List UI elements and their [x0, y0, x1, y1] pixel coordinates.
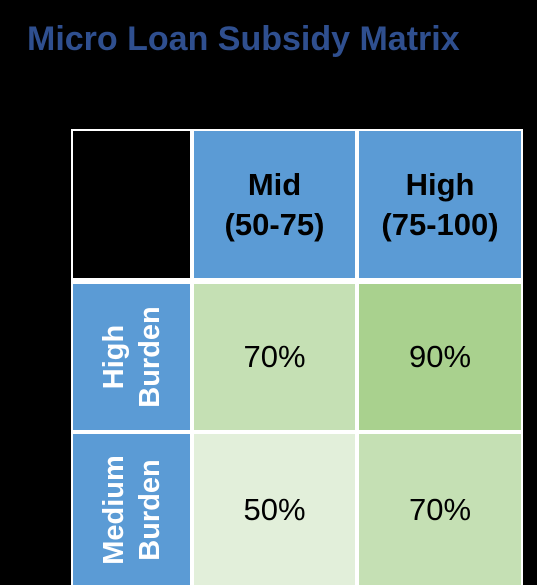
column-header-mid-range: (50-75): [224, 206, 325, 242]
column-header-mid-label: Mid: [247, 166, 302, 202]
subsidy-matrix: Mid (50-75) High (75-100) High Burden Me…: [71, 129, 523, 585]
row-header-high-burden-line1: High: [97, 324, 130, 390]
cell-value: 70%: [408, 491, 472, 527]
row-header-medium-burden-line1: Medium: [97, 454, 130, 565]
row-header-high-burden-line2: Burden: [133, 306, 166, 408]
cell-medium-burden-high: 70%: [359, 434, 521, 585]
cell-value: 70%: [243, 339, 306, 374]
corner-cell: [73, 131, 190, 278]
column-header-mid: Mid (50-75): [194, 131, 355, 278]
cell-medium-burden-mid: 50%: [194, 434, 355, 585]
cell-high-burden-mid: 70%: [194, 284, 355, 430]
column-header-high-range: (75-100): [381, 206, 499, 242]
column-header-high-label: High: [405, 166, 475, 202]
matrix-title: Micro Loan Subsidy Matrix: [27, 20, 460, 58]
cell-value: 90%: [408, 339, 472, 374]
cell-value: 50%: [243, 491, 306, 527]
row-header-medium-burden: Medium Burden: [73, 434, 190, 585]
column-header-high: High (75-100): [359, 131, 521, 278]
row-header-high-burden: High Burden: [73, 284, 190, 430]
cell-high-burden-high: 90%: [359, 284, 521, 430]
row-header-medium-burden-line2: Burden: [133, 458, 166, 561]
